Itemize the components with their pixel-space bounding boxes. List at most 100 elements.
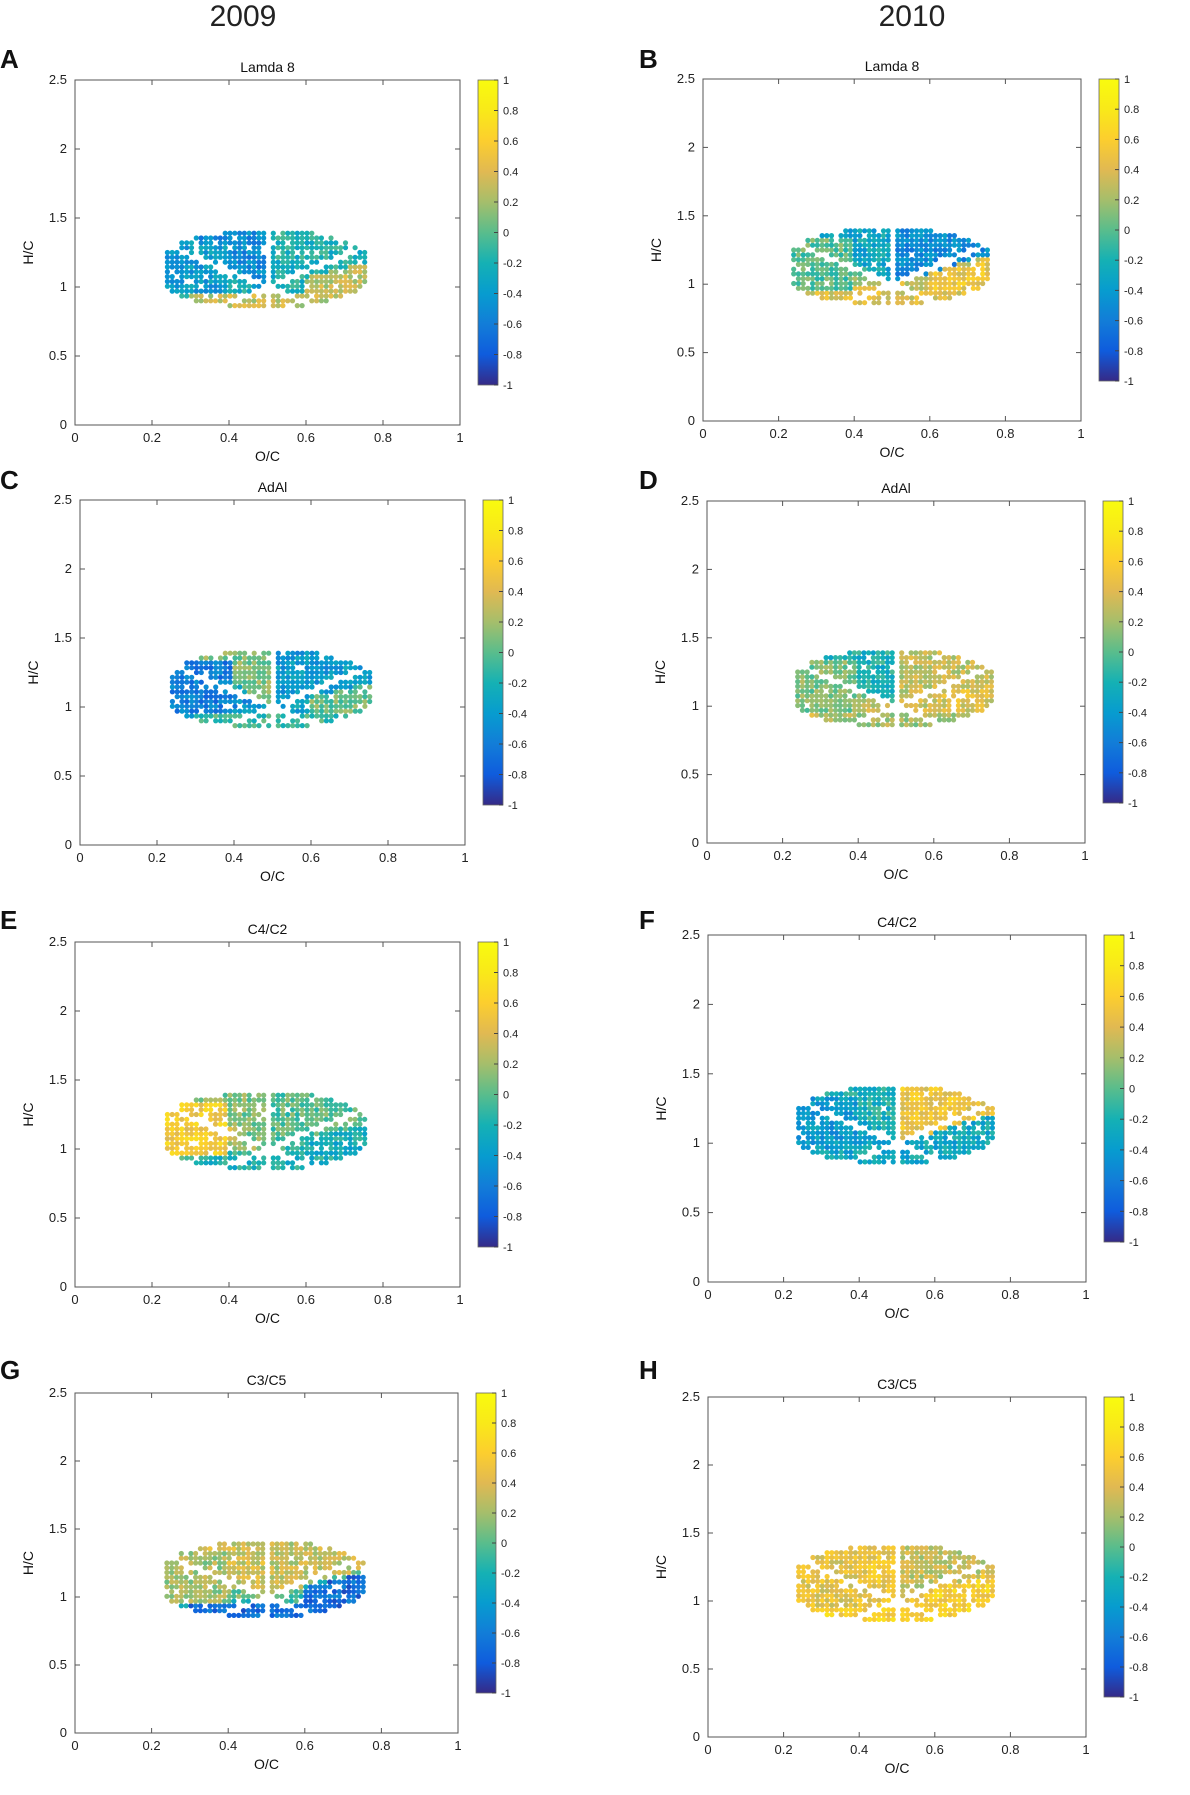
data-point xyxy=(274,1565,280,1571)
data-point xyxy=(814,290,820,296)
data-point xyxy=(909,1578,915,1584)
data-point xyxy=(884,655,891,661)
data-point xyxy=(937,295,943,301)
data-point xyxy=(876,290,882,296)
data-point xyxy=(318,1097,324,1103)
data-point xyxy=(951,664,957,670)
data-point xyxy=(847,702,853,709)
panel-letter: E xyxy=(0,905,18,935)
data-point xyxy=(236,1550,242,1557)
data-point xyxy=(198,1126,204,1132)
x-tick-label: 1 xyxy=(1081,848,1088,863)
data-point xyxy=(988,679,994,685)
data-point xyxy=(357,1136,363,1142)
data-point xyxy=(355,1593,361,1599)
y-tick-label: 2.5 xyxy=(49,934,67,949)
data-point xyxy=(885,1096,892,1102)
data-point xyxy=(857,276,863,282)
data-point xyxy=(174,1131,180,1137)
data-point xyxy=(914,257,920,263)
data-point xyxy=(796,1125,802,1131)
data-point xyxy=(881,1120,887,1126)
colorbar-tick-label: -0.2 xyxy=(503,258,522,270)
data-point xyxy=(169,1140,175,1147)
data-point xyxy=(338,1102,344,1108)
data-point xyxy=(255,1565,261,1571)
data-point xyxy=(338,278,344,285)
data-point xyxy=(842,655,848,661)
data-point xyxy=(814,698,820,704)
data-point xyxy=(333,665,339,671)
data-point xyxy=(795,698,801,704)
data-point xyxy=(251,1131,257,1137)
data-point xyxy=(327,1565,333,1571)
data-point xyxy=(919,1125,925,1131)
data-point xyxy=(833,1139,840,1146)
data-point xyxy=(961,1120,967,1126)
data-point xyxy=(212,1555,218,1561)
data-point xyxy=(342,1145,349,1151)
data-point xyxy=(843,228,849,234)
data-point xyxy=(861,683,867,689)
data-point xyxy=(800,1597,806,1603)
data-point xyxy=(819,247,825,253)
data-point xyxy=(928,1130,934,1136)
data-point xyxy=(250,1541,256,1547)
data-point xyxy=(275,669,281,676)
data-point xyxy=(202,1593,208,1599)
data-point xyxy=(899,659,905,665)
data-point xyxy=(900,1569,906,1575)
data-point xyxy=(261,1116,267,1122)
data-point xyxy=(184,1107,190,1113)
data-point xyxy=(203,660,209,666)
data-point xyxy=(207,1598,213,1604)
data-point xyxy=(178,1589,184,1595)
data-point xyxy=(965,698,971,704)
data-point xyxy=(347,703,354,709)
data-point xyxy=(212,1111,219,1118)
data-point xyxy=(184,698,190,705)
data-point xyxy=(933,1105,939,1112)
data-point xyxy=(284,1546,290,1552)
data-point xyxy=(304,288,310,294)
data-point xyxy=(809,712,815,718)
data-point xyxy=(838,1149,844,1155)
data-point xyxy=(217,240,223,246)
data-point xyxy=(895,266,901,272)
data-point xyxy=(232,1126,238,1132)
data-point xyxy=(179,694,185,700)
data-point xyxy=(193,1121,199,1127)
data-point xyxy=(961,1554,967,1561)
data-point xyxy=(251,1116,257,1122)
data-point xyxy=(804,693,810,699)
data-point xyxy=(876,1144,882,1150)
data-point xyxy=(251,1160,257,1166)
data-point xyxy=(178,1555,184,1561)
data-point xyxy=(188,1107,195,1113)
data-point xyxy=(928,242,934,248)
data-point xyxy=(880,655,886,661)
data-point xyxy=(241,1107,247,1113)
data-point xyxy=(851,674,857,680)
data-point xyxy=(909,1569,915,1575)
data-point xyxy=(241,240,247,246)
data-point xyxy=(819,290,825,296)
data-point xyxy=(318,283,324,289)
data-point xyxy=(222,1150,228,1156)
data-point xyxy=(895,242,901,248)
data-point xyxy=(328,278,334,285)
data-point xyxy=(885,300,891,306)
data-point xyxy=(918,683,924,689)
data-point xyxy=(304,1140,310,1147)
data-point xyxy=(193,684,200,690)
data-point xyxy=(913,664,919,670)
data-point xyxy=(819,1588,825,1594)
data-point xyxy=(980,257,986,263)
data-point xyxy=(913,669,919,675)
y-tick-label: 1 xyxy=(60,279,67,294)
data-point xyxy=(914,1545,920,1551)
data-point xyxy=(956,271,962,277)
data-point xyxy=(198,665,204,671)
data-point xyxy=(203,283,209,289)
colorbar-tick-label: 0.4 xyxy=(1129,1482,1144,1494)
